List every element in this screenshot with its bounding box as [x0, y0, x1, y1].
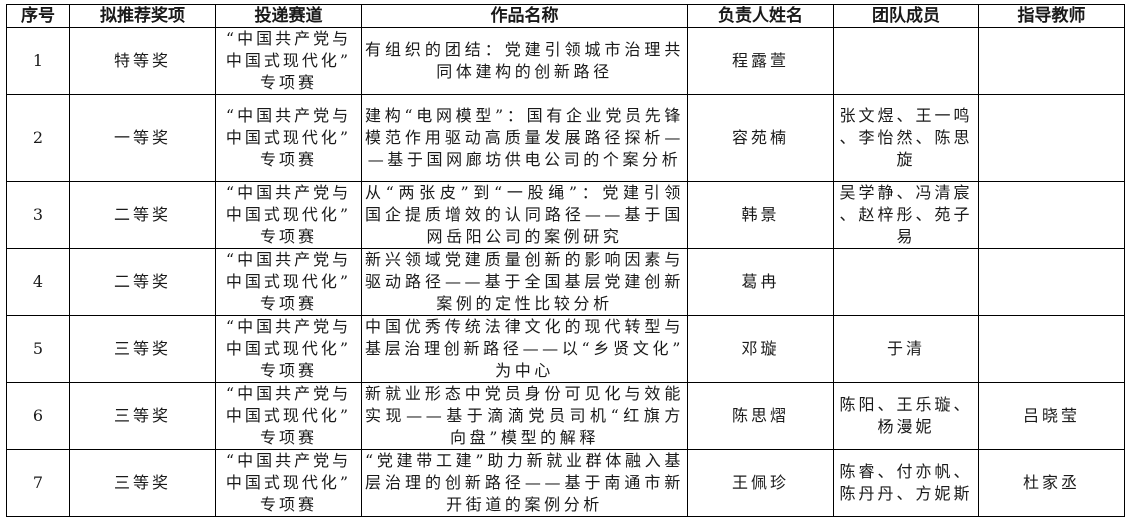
cell-award: 三等奖 [69, 449, 216, 517]
cell-team: 陈阳、王乐璇、杨漫妮 [833, 382, 979, 450]
cell-team: 于清 [833, 315, 979, 383]
cell-advisor [978, 315, 1125, 383]
cell-title: 从“两张皮”到“一股绳”：党建引领国企提质增效的认同路径——基于国网岳阳公司的案… [361, 181, 688, 249]
table-row: 4 二等奖 “中国共产党与中国式现代化”专项赛 新兴领域党建质量创新的影响因素与驱动路… [6, 248, 1125, 316]
table-row: 7 三等奖 “中国共产党与中国式现代化”专项赛 “党建带工建”助力新就业群体融入基层治… [6, 449, 1125, 517]
cell-track: “中国共产党与中国式现代化”专项赛 [215, 382, 362, 450]
cell-team [833, 27, 979, 95]
header-advisor: 指导教师 [978, 4, 1125, 28]
cell-advisor [978, 94, 1125, 182]
cell-team: 张文煜、王一鸣、李怡然、陈思旋 [833, 94, 979, 182]
cell-award: 二等奖 [69, 181, 216, 249]
cell-award: 特等奖 [69, 27, 216, 95]
cell-track: “中国共产党与中国式现代化”专项赛 [215, 315, 362, 383]
cell-leader: 葛冉 [687, 248, 834, 316]
cell-leader: 韩景 [687, 181, 834, 249]
cell-no: 2 [6, 94, 70, 182]
header-team: 团队成员 [833, 4, 979, 28]
cell-leader: 邓璇 [687, 315, 834, 383]
table-row: 3 二等奖 “中国共产党与中国式现代化”专项赛 从“两张皮”到“一股绳”：党建引领国企… [6, 181, 1125, 249]
cell-award: 三等奖 [69, 382, 216, 450]
cell-advisor [978, 27, 1125, 95]
cell-title: 有组织的团结：党建引领城市治理共同体建构的创新路径 [361, 27, 688, 95]
table-row: 1 特等奖 “中国共产党与中国式现代化”专项赛 有组织的团结：党建引领城市治理共同体建… [6, 27, 1125, 95]
cell-leader: 陈思熠 [687, 382, 834, 450]
cell-award: 一等奖 [69, 94, 216, 182]
table-row: 6 三等奖 “中国共产党与中国式现代化”专项赛 新就业形态中党员身份可见化与效能实现—… [6, 382, 1125, 450]
cell-no: 6 [6, 382, 70, 450]
cell-no: 5 [6, 315, 70, 383]
cell-leader: 容苑楠 [687, 94, 834, 182]
cell-advisor: 杜家丞 [978, 449, 1125, 517]
table-row: 5 三等奖 “中国共产党与中国式现代化”专项赛 中国优秀传统法律文化的现代转型与基层治… [6, 315, 1125, 383]
cell-award: 三等奖 [69, 315, 216, 383]
cell-advisor: 吕晓莹 [978, 382, 1125, 450]
cell-title: 新兴领域党建质量创新的影响因素与驱动路径——基于全国基层党建创新案例的定性比较分… [361, 248, 688, 316]
header-track: 投递赛道 [215, 4, 362, 28]
header-title: 作品名称 [361, 4, 688, 28]
cell-no: 1 [6, 27, 70, 95]
header-leader: 负责人姓名 [687, 4, 834, 28]
cell-title: 建构“电网模型”：国有企业党员先锋模范作用驱动高质量发展路径探析——基于国网廊坊… [361, 94, 688, 182]
cell-no: 7 [6, 449, 70, 517]
cell-track: “中国共产党与中国式现代化”专项赛 [215, 27, 362, 95]
cell-title: 新就业形态中党员身份可见化与效能实现——基于滴滴党员司机“红旗方向盘”模型的解释 [361, 382, 688, 450]
cell-track: “中国共产党与中国式现代化”专项赛 [215, 449, 362, 517]
header-row: 序号 拟推荐奖项 投递赛道 作品名称 负责人姓名 团队成员 指导教师 [6, 4, 1125, 28]
cell-leader: 程露萱 [687, 27, 834, 95]
cell-track: “中国共产党与中国式现代化”专项赛 [215, 181, 362, 249]
cell-title: “党建带工建”助力新就业群体融入基层治理的创新路径——基于南通市新开街道的案例分… [361, 449, 688, 517]
cell-advisor [978, 181, 1125, 249]
awards-table: 序号 拟推荐奖项 投递赛道 作品名称 负责人姓名 团队成员 指导教师 1 特等奖 “… [6, 4, 1125, 517]
cell-advisor [978, 248, 1125, 316]
cell-track: “中国共产党与中国式现代化”专项赛 [215, 94, 362, 182]
cell-team [833, 248, 979, 316]
cell-no: 4 [6, 248, 70, 316]
header-no: 序号 [6, 4, 70, 28]
cell-team: 吴学静、冯清宸、赵梓彤、苑子易 [833, 181, 979, 249]
cell-title: 中国优秀传统法律文化的现代转型与基层治理创新路径——以“乡贤文化”为中心 [361, 315, 688, 383]
cell-team: 陈睿、付亦帆、陈丹丹、方妮斯 [833, 449, 979, 517]
cell-award: 二等奖 [69, 248, 216, 316]
cell-leader: 王佩珍 [687, 449, 834, 517]
cell-no: 3 [6, 181, 70, 249]
table-row: 2 一等奖 “中国共产党与中国式现代化”专项赛 建构“电网模型”：国有企业党员先锋模范… [6, 94, 1125, 182]
cell-track: “中国共产党与中国式现代化”专项赛 [215, 248, 362, 316]
header-award: 拟推荐奖项 [69, 4, 216, 28]
